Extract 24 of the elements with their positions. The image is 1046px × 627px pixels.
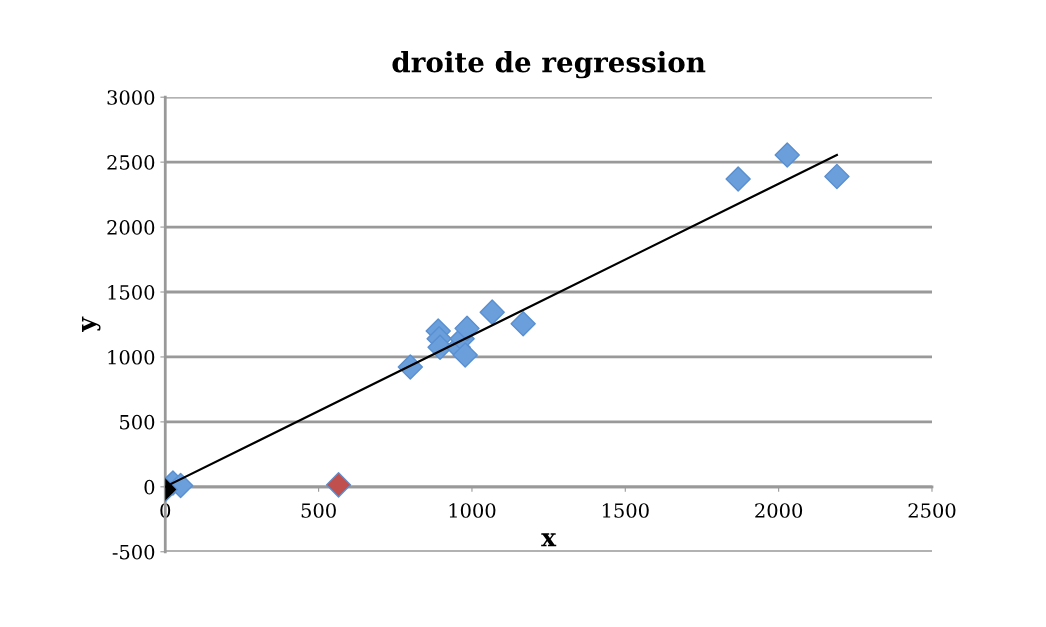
- y-tick-label: 2500: [107, 155, 155, 170]
- chart-title: droite de regression: [392, 51, 706, 79]
- y-tick-label: -500: [112, 544, 155, 560]
- point: [824, 163, 850, 190]
- point: [479, 299, 505, 325]
- y-tick-label: 3000: [107, 90, 155, 105]
- y-tick-label: 1000: [108, 349, 155, 365]
- x-tick-label: 2500: [908, 503, 956, 518]
- y-tick-label: 500: [120, 414, 155, 430]
- point: [325, 472, 352, 498]
- x-tick-label: 1500: [602, 503, 649, 518]
- x-tick-label: 1000: [449, 503, 496, 518]
- x-axis-title: x: [541, 533, 557, 547]
- y-tick-label: 0: [144, 479, 155, 495]
- x-tick-label: 2000: [755, 503, 803, 518]
- point: [452, 342, 478, 368]
- point: [454, 315, 480, 342]
- point: [774, 142, 800, 168]
- y-axis-title: y: [81, 316, 101, 333]
- point: [725, 166, 751, 192]
- x-tick-label: 500: [301, 503, 336, 518]
- y-tick-label: 1500: [108, 284, 155, 300]
- point: [510, 311, 536, 337]
- y-tick-label: 2000: [107, 220, 155, 235]
